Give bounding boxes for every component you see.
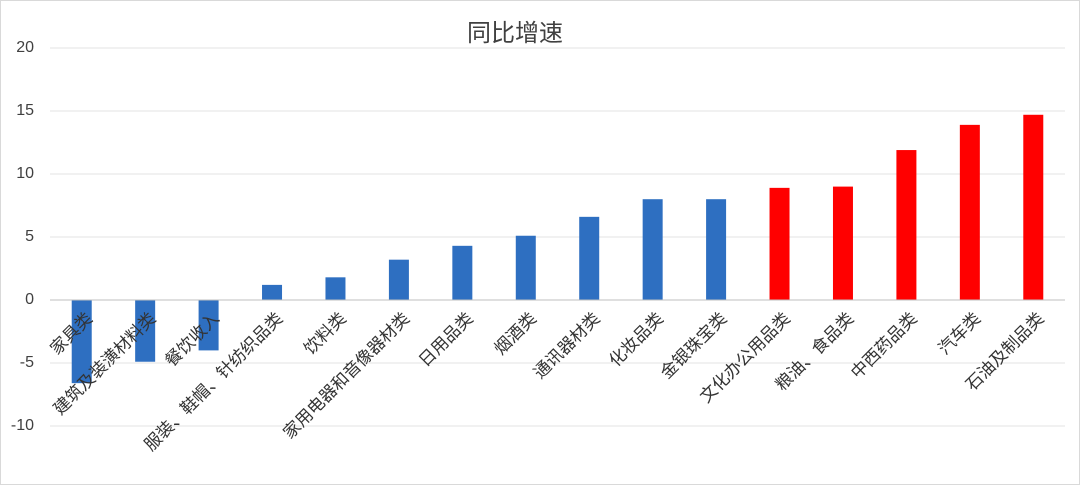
x-tick-label: 烟酒类	[491, 309, 541, 359]
bar	[135, 300, 156, 362]
bar	[388, 259, 409, 300]
chart-title: 同比增速	[467, 19, 563, 47]
x-tick-label: 饮料类	[300, 309, 350, 359]
y-tick-label: 5	[25, 228, 34, 245]
y-tick-label: 10	[16, 165, 34, 182]
y-tick-label: 15	[16, 102, 34, 119]
x-tick-label: 日用品类	[415, 309, 477, 371]
bar	[642, 199, 663, 300]
y-tick-label: -5	[20, 354, 34, 371]
y-tick-label: 20	[16, 39, 34, 56]
bar	[1023, 114, 1044, 300]
x-tick-label: 中西药品类	[847, 309, 921, 383]
bar	[452, 245, 473, 300]
bar	[198, 300, 219, 351]
x-tick-label: 通讯器材类	[530, 309, 604, 383]
bar	[769, 187, 790, 300]
bar	[71, 300, 92, 384]
x-tick-label: 化妆品类	[606, 309, 668, 371]
x-tick-label: 汽车类	[935, 309, 985, 359]
bar	[262, 284, 283, 300]
y-tick-label: 0	[25, 291, 34, 308]
y-tick-label: -10	[11, 417, 34, 434]
bar	[959, 124, 980, 300]
bar	[706, 199, 727, 300]
bar	[325, 277, 346, 300]
bar	[832, 186, 853, 300]
bar	[896, 150, 917, 300]
bar	[515, 235, 536, 300]
x-tick-label: 家用电器和音像器材类	[280, 309, 414, 443]
bar	[579, 216, 600, 300]
